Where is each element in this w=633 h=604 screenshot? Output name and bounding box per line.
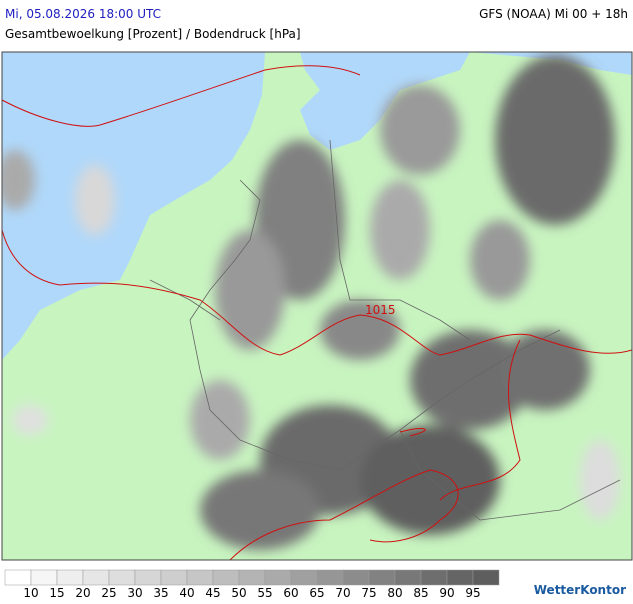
isobar-label: 1015 [365, 303, 396, 317]
legend-swatch [30, 569, 58, 586]
legend: 10 15 20 25 30 35 40 45 50 55 60 65 70 75 80 85 90 95 [4, 569, 500, 600]
isobars [2, 65, 632, 560]
legend-swatch [238, 569, 266, 586]
clouds [2, 55, 620, 550]
legend-swatch [264, 569, 292, 586]
legend-tick-label: 65 [309, 586, 324, 600]
legend-tick-label: 50 [231, 586, 246, 600]
map: 1015 [2, 52, 632, 560]
legend-tick-label: 10 [23, 586, 38, 600]
baltic-sea [300, 52, 470, 150]
baltic-east [470, 52, 632, 75]
subtitle: Gesamtbewoelkung [Prozent] / Bodendruck … [5, 27, 301, 41]
legend-tick-label: 85 [413, 586, 428, 600]
legend-tick-label: 40 [179, 586, 194, 600]
legend-swatch [186, 569, 214, 586]
legend-swatch [446, 569, 474, 586]
legend-tick-label: 25 [101, 586, 116, 600]
legend-swatch [316, 569, 344, 586]
legend-tick-label: 70 [335, 586, 350, 600]
legend-swatch [134, 569, 162, 586]
legend-swatch [212, 569, 240, 586]
datetime: Mi, 05.08.2026 18:00 UTC [5, 7, 161, 21]
model-run: GFS (NOAA) Mi 00 + 18h [479, 7, 628, 21]
north-sea [2, 52, 265, 360]
legend-tick-label: 35 [153, 586, 168, 600]
legend-tick-label: 15 [49, 586, 64, 600]
legend-swatch [4, 569, 32, 586]
legend-tick-label: 95 [465, 586, 480, 600]
legend-tick-label: 45 [205, 586, 220, 600]
legend-tick-label: 20 [75, 586, 90, 600]
legend-tick-label: 80 [387, 586, 402, 600]
map-frame [1, 51, 633, 561]
borders [149, 139, 621, 521]
legend-tick-label: 75 [361, 586, 376, 600]
legend-tick-label: 60 [283, 586, 298, 600]
legend-tick-label: 30 [127, 586, 142, 600]
legend-swatch [420, 569, 448, 586]
legend-swatch [56, 569, 84, 586]
legend-swatch [472, 569, 500, 586]
legend-swatch [82, 569, 110, 586]
logo: WetterKontor [534, 583, 626, 597]
legend-swatch [368, 569, 396, 586]
legend-swatch [342, 569, 370, 586]
legend-tick-label: 90 [439, 586, 454, 600]
legend-swatch [108, 569, 136, 586]
legend-swatch [394, 569, 422, 586]
legend-swatch [160, 569, 188, 586]
legend-swatch [290, 569, 318, 586]
legend-tick-label: 55 [257, 586, 272, 600]
